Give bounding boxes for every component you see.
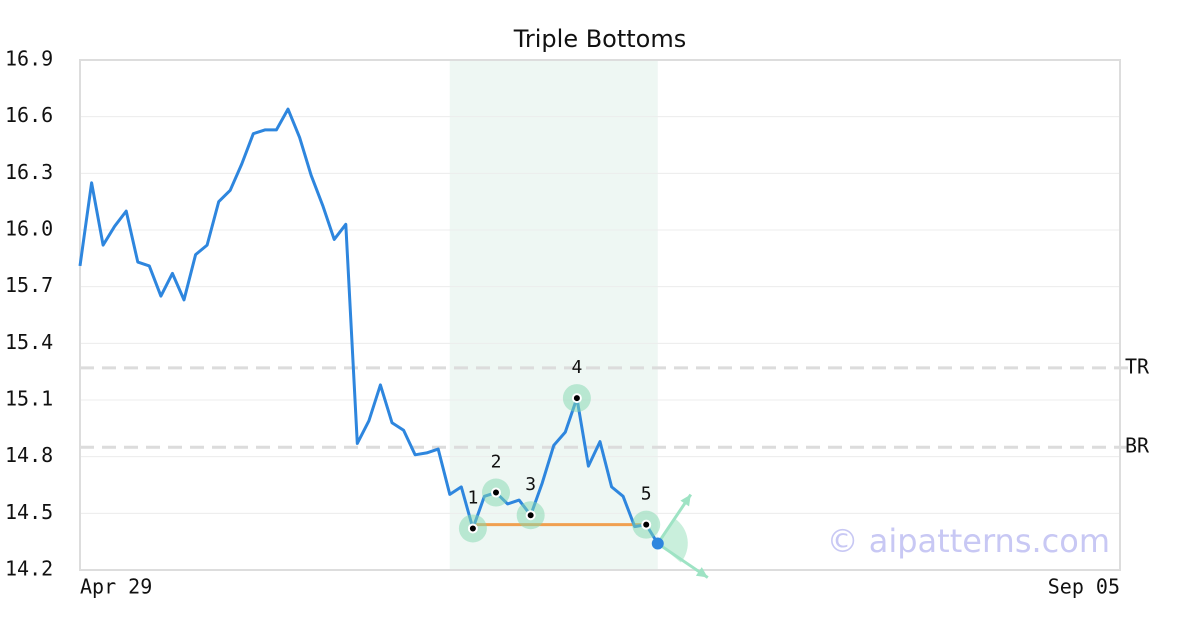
- pattern-label: 3: [525, 474, 536, 495]
- y-tick-label: 16.3: [5, 160, 53, 184]
- plot-frame: [79, 59, 1121, 571]
- level-label: BR: [1125, 434, 1150, 458]
- y-tick-label: 16.9: [5, 47, 53, 71]
- arrow-head: [680, 494, 691, 507]
- pattern-label: 1: [467, 487, 478, 508]
- y-tick-label: 15.4: [5, 330, 53, 354]
- y-tick-label: 14.8: [5, 443, 53, 467]
- pattern-point: [571, 393, 582, 404]
- x-tick-label: Sep 05: [1048, 575, 1120, 599]
- pattern-label: 4: [571, 357, 582, 378]
- level-label: TR: [1125, 354, 1150, 378]
- pattern-point: [641, 519, 652, 530]
- y-tick-label: 14.5: [5, 500, 53, 524]
- pattern-point: [467, 523, 478, 534]
- y-tick-label: 16.6: [5, 103, 53, 127]
- price-line: [78, 107, 660, 545]
- pattern-label: 5: [641, 484, 652, 505]
- pattern-point: [525, 510, 536, 521]
- y-tick-label: 15.7: [5, 273, 53, 297]
- chart-title: Triple Bottoms: [513, 25, 687, 53]
- last-point: [651, 537, 664, 550]
- pattern-point: [491, 487, 501, 498]
- x-tick-label: Apr 29: [80, 575, 152, 599]
- projection-wedge: [657, 518, 688, 563]
- arrow-head: [695, 567, 708, 578]
- y-tick-label: 15.1: [5, 387, 53, 411]
- pattern-zone: [449, 60, 658, 570]
- pattern-label: 2: [491, 452, 502, 473]
- y-tick-label: 16.0: [5, 217, 53, 241]
- watermark: © aipatterns.com: [827, 522, 1110, 560]
- y-tick-label: 14.2: [5, 557, 53, 581]
